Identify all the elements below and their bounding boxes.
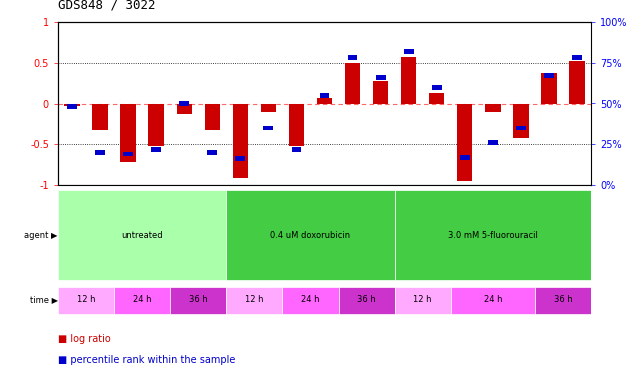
- Bar: [264, 126, 273, 130]
- Bar: [317, 98, 332, 104]
- Bar: [208, 150, 217, 155]
- Text: 0.4 uM doxorubicin: 0.4 uM doxorubicin: [271, 231, 351, 240]
- Bar: [283, 286, 338, 314]
- Bar: [261, 104, 276, 112]
- Bar: [338, 286, 394, 314]
- Bar: [348, 56, 358, 60]
- Text: 36 h: 36 h: [357, 296, 376, 304]
- Bar: [227, 190, 394, 280]
- Bar: [513, 104, 529, 138]
- Bar: [429, 93, 444, 104]
- Bar: [67, 104, 77, 109]
- Bar: [569, 61, 585, 104]
- Bar: [535, 286, 591, 314]
- Bar: [179, 101, 189, 106]
- Text: 12 h: 12 h: [245, 296, 264, 304]
- Bar: [121, 104, 136, 162]
- Bar: [58, 286, 114, 314]
- Text: 3.0 mM 5-fluorouracil: 3.0 mM 5-fluorouracil: [448, 231, 538, 240]
- Bar: [404, 49, 413, 54]
- Bar: [151, 147, 161, 152]
- Bar: [64, 104, 80, 106]
- Bar: [432, 85, 442, 90]
- Bar: [123, 152, 133, 156]
- Bar: [233, 104, 248, 178]
- Text: 12 h: 12 h: [77, 296, 95, 304]
- Bar: [292, 147, 302, 152]
- Bar: [58, 190, 227, 280]
- Bar: [516, 126, 526, 130]
- Bar: [177, 104, 192, 114]
- Bar: [485, 104, 500, 112]
- Bar: [345, 63, 360, 104]
- Bar: [373, 81, 388, 104]
- Text: 24 h: 24 h: [301, 296, 320, 304]
- Bar: [227, 286, 283, 314]
- Bar: [457, 104, 473, 181]
- Bar: [451, 286, 535, 314]
- Bar: [319, 93, 329, 98]
- Bar: [460, 155, 469, 160]
- Bar: [394, 286, 451, 314]
- Text: 24 h: 24 h: [133, 296, 151, 304]
- Text: 36 h: 36 h: [189, 296, 208, 304]
- Text: time ▶: time ▶: [30, 296, 58, 304]
- Bar: [114, 286, 170, 314]
- Text: 36 h: 36 h: [553, 296, 572, 304]
- Text: untreated: untreated: [121, 231, 163, 240]
- Bar: [148, 104, 164, 146]
- Bar: [401, 57, 416, 104]
- Bar: [375, 75, 386, 80]
- Bar: [95, 150, 105, 155]
- Text: GDS848 / 3022: GDS848 / 3022: [58, 0, 155, 11]
- Text: ■ percentile rank within the sample: ■ percentile rank within the sample: [58, 355, 235, 364]
- Bar: [170, 286, 227, 314]
- Bar: [204, 104, 220, 130]
- Bar: [572, 56, 582, 60]
- Bar: [92, 104, 108, 130]
- Text: ■ log ratio: ■ log ratio: [58, 334, 111, 344]
- Text: 12 h: 12 h: [413, 296, 432, 304]
- Bar: [235, 156, 245, 161]
- Text: agent ▶: agent ▶: [25, 231, 58, 240]
- Bar: [488, 140, 498, 145]
- Bar: [544, 74, 554, 78]
- Bar: [394, 190, 591, 280]
- Bar: [541, 72, 557, 104]
- Bar: [289, 104, 304, 146]
- Text: 24 h: 24 h: [483, 296, 502, 304]
